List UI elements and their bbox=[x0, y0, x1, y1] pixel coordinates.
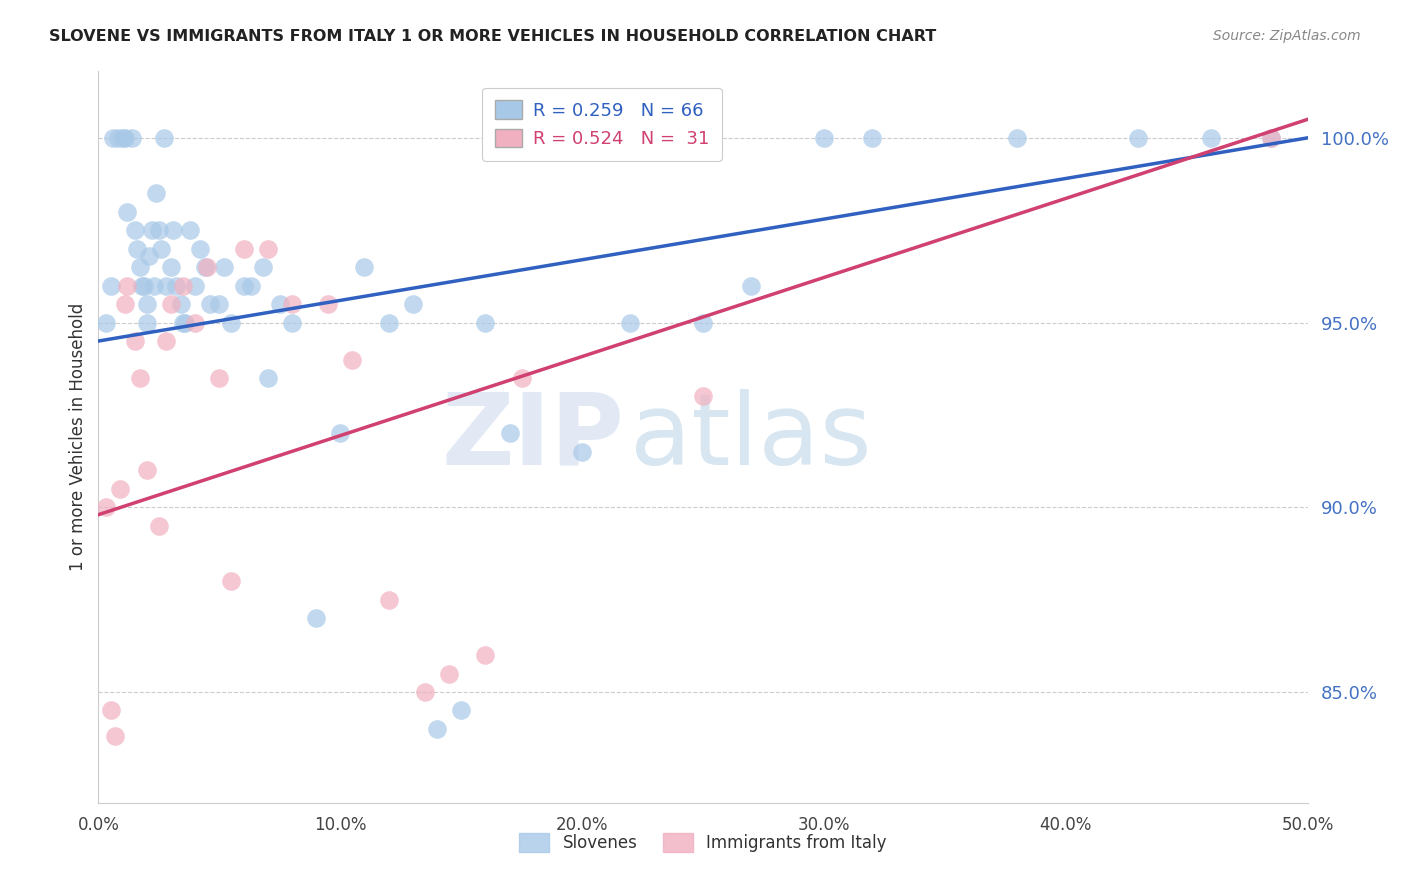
Point bbox=[692, 316, 714, 330]
Text: Source: ZipAtlas.com: Source: ZipAtlas.com bbox=[1213, 29, 1361, 43]
Point bbox=[281, 297, 304, 311]
Point bbox=[239, 278, 262, 293]
Point bbox=[353, 260, 375, 274]
Point bbox=[437, 666, 460, 681]
Point bbox=[104, 729, 127, 743]
Point bbox=[194, 260, 217, 274]
Point bbox=[377, 316, 399, 330]
Point bbox=[135, 297, 157, 311]
Point bbox=[1007, 131, 1029, 145]
Point bbox=[172, 278, 194, 293]
Point bbox=[571, 131, 593, 145]
Point bbox=[165, 278, 187, 293]
Point bbox=[281, 316, 304, 330]
Point bbox=[813, 131, 835, 145]
Point bbox=[169, 297, 191, 311]
Point bbox=[128, 371, 150, 385]
Point bbox=[402, 297, 425, 311]
Point bbox=[342, 352, 364, 367]
Point bbox=[94, 500, 117, 515]
Point bbox=[94, 316, 117, 330]
Point bbox=[148, 518, 170, 533]
Point bbox=[179, 223, 201, 237]
Point bbox=[474, 316, 496, 330]
Point bbox=[155, 278, 177, 293]
Point bbox=[121, 131, 143, 145]
Point bbox=[619, 316, 641, 330]
Point bbox=[174, 316, 197, 330]
Point bbox=[172, 316, 194, 330]
Point bbox=[100, 278, 122, 293]
Point bbox=[1128, 131, 1150, 145]
Point bbox=[329, 426, 352, 441]
Point bbox=[148, 223, 170, 237]
Point bbox=[474, 648, 496, 662]
Point bbox=[141, 223, 163, 237]
Point bbox=[152, 131, 174, 145]
Point bbox=[208, 297, 231, 311]
Point bbox=[195, 260, 218, 274]
Point bbox=[198, 297, 221, 311]
Point bbox=[184, 278, 207, 293]
Point bbox=[124, 223, 146, 237]
Point bbox=[155, 334, 177, 348]
Point bbox=[860, 131, 883, 145]
Point bbox=[252, 260, 274, 274]
Point bbox=[316, 297, 339, 311]
Text: ZIP: ZIP bbox=[441, 389, 624, 485]
Point bbox=[256, 242, 278, 256]
Point bbox=[269, 297, 291, 311]
Point bbox=[232, 242, 254, 256]
Point bbox=[740, 278, 762, 293]
Point bbox=[114, 131, 136, 145]
Point bbox=[221, 574, 243, 589]
Point bbox=[1199, 131, 1222, 145]
Point bbox=[256, 371, 278, 385]
Point bbox=[138, 249, 160, 263]
Point bbox=[117, 204, 139, 219]
Point bbox=[117, 278, 139, 293]
Point bbox=[108, 482, 131, 496]
Point bbox=[150, 242, 173, 256]
Point bbox=[510, 371, 533, 385]
Point bbox=[127, 242, 149, 256]
Point bbox=[145, 186, 167, 201]
Point bbox=[162, 223, 184, 237]
Point bbox=[413, 685, 436, 699]
Point bbox=[1260, 131, 1282, 145]
Legend: Slovenes, Immigrants from Italy: Slovenes, Immigrants from Italy bbox=[512, 824, 894, 860]
Point bbox=[131, 278, 153, 293]
Text: SLOVENE VS IMMIGRANTS FROM ITALY 1 OR MORE VEHICLES IN HOUSEHOLD CORRELATION CHA: SLOVENE VS IMMIGRANTS FROM ITALY 1 OR MO… bbox=[49, 29, 936, 44]
Point bbox=[124, 334, 146, 348]
Point bbox=[135, 463, 157, 477]
Point bbox=[212, 260, 235, 274]
Point bbox=[221, 316, 243, 330]
Y-axis label: 1 or more Vehicles in Household: 1 or more Vehicles in Household bbox=[69, 303, 87, 571]
Point bbox=[692, 389, 714, 403]
Point bbox=[107, 131, 129, 145]
Point bbox=[101, 131, 124, 145]
Point bbox=[160, 260, 183, 274]
Point bbox=[1260, 131, 1282, 145]
Point bbox=[135, 316, 157, 330]
Point bbox=[114, 297, 136, 311]
Point bbox=[305, 611, 328, 625]
Point bbox=[184, 316, 207, 330]
Point bbox=[498, 426, 520, 441]
Point bbox=[100, 703, 122, 717]
Point bbox=[188, 242, 211, 256]
Point bbox=[232, 278, 254, 293]
Point bbox=[143, 278, 166, 293]
Point bbox=[128, 260, 150, 274]
Point bbox=[571, 445, 593, 459]
Point bbox=[134, 278, 156, 293]
Point bbox=[377, 592, 399, 607]
Point bbox=[450, 703, 472, 717]
Point bbox=[426, 722, 449, 736]
Point bbox=[208, 371, 231, 385]
Point bbox=[160, 297, 183, 311]
Point bbox=[111, 131, 134, 145]
Text: atlas: atlas bbox=[630, 389, 872, 485]
